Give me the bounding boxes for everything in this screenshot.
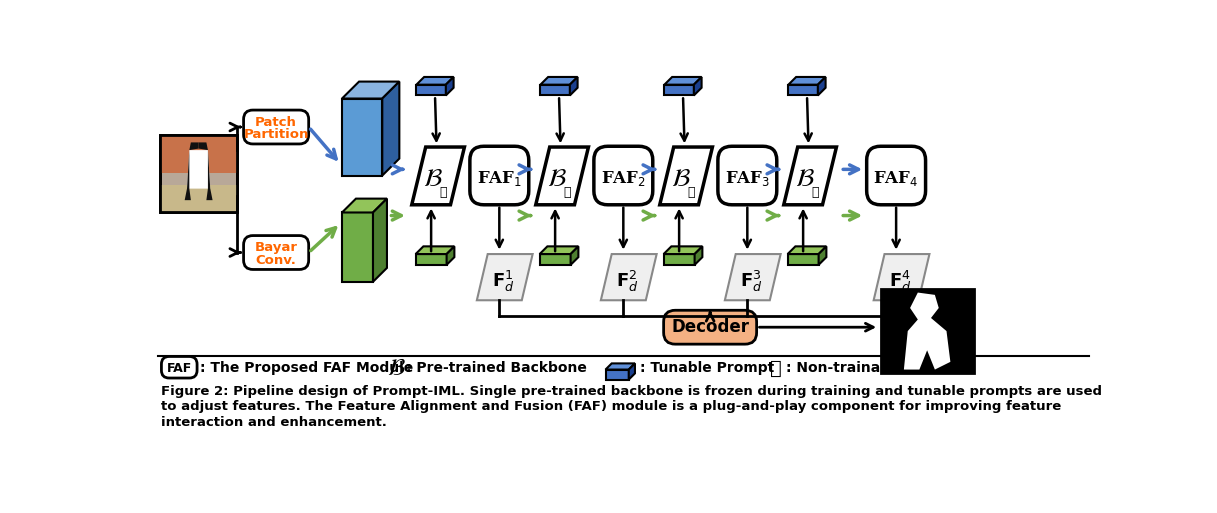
Bar — [159, 135, 237, 173]
Polygon shape — [198, 143, 208, 150]
Text: : Non-trainable: : Non-trainable — [786, 361, 904, 375]
Polygon shape — [784, 147, 836, 205]
Text: 🔒: 🔒 — [563, 186, 571, 199]
Text: $\mathbf{F}_d^4$: $\mathbf{F}_d^4$ — [888, 268, 912, 293]
Text: $\mathcal{B}$: $\mathcal{B}$ — [795, 167, 814, 191]
Polygon shape — [819, 246, 826, 265]
Polygon shape — [663, 254, 695, 265]
Text: 🔒: 🔒 — [770, 359, 781, 378]
Polygon shape — [606, 369, 629, 380]
Text: $\mathcal{B}$: $\mathcal{B}$ — [546, 167, 567, 191]
Polygon shape — [725, 254, 780, 300]
Polygon shape — [342, 98, 382, 175]
Text: 🔒: 🔒 — [439, 186, 448, 199]
Bar — [881, 289, 974, 373]
Bar — [159, 135, 237, 212]
Text: 🔒: 🔒 — [812, 186, 819, 199]
Bar — [159, 135, 237, 212]
Polygon shape — [185, 150, 191, 200]
FancyBboxPatch shape — [718, 146, 776, 205]
Text: $\mathbf{F}_d^2$: $\mathbf{F}_d^2$ — [616, 268, 639, 293]
Polygon shape — [664, 77, 701, 85]
Polygon shape — [694, 77, 701, 95]
Polygon shape — [571, 246, 578, 265]
Polygon shape — [207, 150, 213, 200]
Text: : The Proposed FAF Module: : The Proposed FAF Module — [200, 361, 414, 375]
FancyBboxPatch shape — [243, 110, 309, 144]
Polygon shape — [664, 85, 694, 95]
Polygon shape — [539, 246, 578, 254]
Polygon shape — [416, 85, 445, 95]
Text: FAF$_1$: FAF$_1$ — [477, 169, 522, 188]
Text: Bayar: Bayar — [254, 242, 298, 254]
Polygon shape — [477, 254, 533, 300]
Polygon shape — [540, 77, 578, 85]
Polygon shape — [789, 77, 825, 85]
Polygon shape — [342, 199, 387, 212]
Polygon shape — [570, 77, 578, 95]
FancyBboxPatch shape — [867, 146, 926, 205]
Text: FAF$_3$: FAF$_3$ — [725, 169, 770, 188]
Text: : Pre-trained Backbone: : Pre-trained Backbone — [405, 361, 587, 375]
Polygon shape — [695, 246, 702, 265]
Polygon shape — [601, 254, 657, 300]
Text: $\mathbf{F}_d^1$: $\mathbf{F}_d^1$ — [492, 268, 515, 293]
Polygon shape — [539, 254, 571, 265]
FancyBboxPatch shape — [594, 146, 652, 205]
Polygon shape — [660, 147, 712, 205]
Polygon shape — [663, 246, 702, 254]
Polygon shape — [447, 246, 454, 265]
Text: $\mathcal{B}$: $\mathcal{B}$ — [422, 167, 443, 191]
Polygon shape — [382, 82, 399, 175]
Polygon shape — [190, 143, 198, 150]
Polygon shape — [540, 85, 570, 95]
Text: FAF: FAF — [167, 362, 192, 374]
Text: Partition: Partition — [243, 128, 309, 141]
Polygon shape — [416, 254, 447, 265]
Bar — [159, 185, 237, 212]
Polygon shape — [874, 254, 930, 300]
Polygon shape — [787, 254, 819, 265]
Text: $\mathbf{F}_d^3$: $\mathbf{F}_d^3$ — [740, 268, 763, 293]
Text: Conv.: Conv. — [256, 254, 297, 267]
Text: FAF$_2$: FAF$_2$ — [601, 169, 646, 188]
Text: Figure 2: Pipeline design of Prompt-IML. Single pre-trained backbone is frozen d: Figure 2: Pipeline design of Prompt-IML.… — [162, 385, 1103, 398]
Polygon shape — [342, 82, 399, 98]
Polygon shape — [416, 246, 454, 254]
Text: $\mathcal{B}$: $\mathcal{B}$ — [671, 167, 690, 191]
Text: interaction and enhancement.: interaction and enhancement. — [162, 416, 387, 429]
Text: FAF$_4$: FAF$_4$ — [874, 169, 919, 188]
Polygon shape — [629, 363, 635, 380]
Polygon shape — [818, 77, 825, 95]
Text: to adjust features. The Feature Alignment and Fusion (FAF) module is a plug-and-: to adjust features. The Feature Alignmen… — [162, 400, 1061, 413]
Polygon shape — [416, 77, 454, 85]
FancyBboxPatch shape — [162, 357, 197, 378]
Text: Patch: Patch — [256, 116, 297, 129]
Polygon shape — [445, 77, 454, 95]
FancyBboxPatch shape — [243, 235, 309, 269]
Text: $\mathcal{B}$: $\mathcal{B}$ — [387, 356, 405, 380]
Text: Decoder: Decoder — [671, 318, 750, 336]
Text: 🔒: 🔒 — [688, 186, 695, 199]
Polygon shape — [187, 150, 211, 189]
Polygon shape — [342, 212, 372, 282]
Polygon shape — [904, 292, 950, 369]
Polygon shape — [535, 147, 589, 205]
Text: : Tunable Prompt: : Tunable Prompt — [640, 361, 775, 375]
FancyBboxPatch shape — [470, 146, 528, 205]
FancyBboxPatch shape — [663, 310, 757, 344]
Polygon shape — [372, 199, 387, 282]
Polygon shape — [787, 246, 826, 254]
Polygon shape — [411, 147, 465, 205]
Polygon shape — [606, 363, 635, 369]
Polygon shape — [789, 85, 818, 95]
